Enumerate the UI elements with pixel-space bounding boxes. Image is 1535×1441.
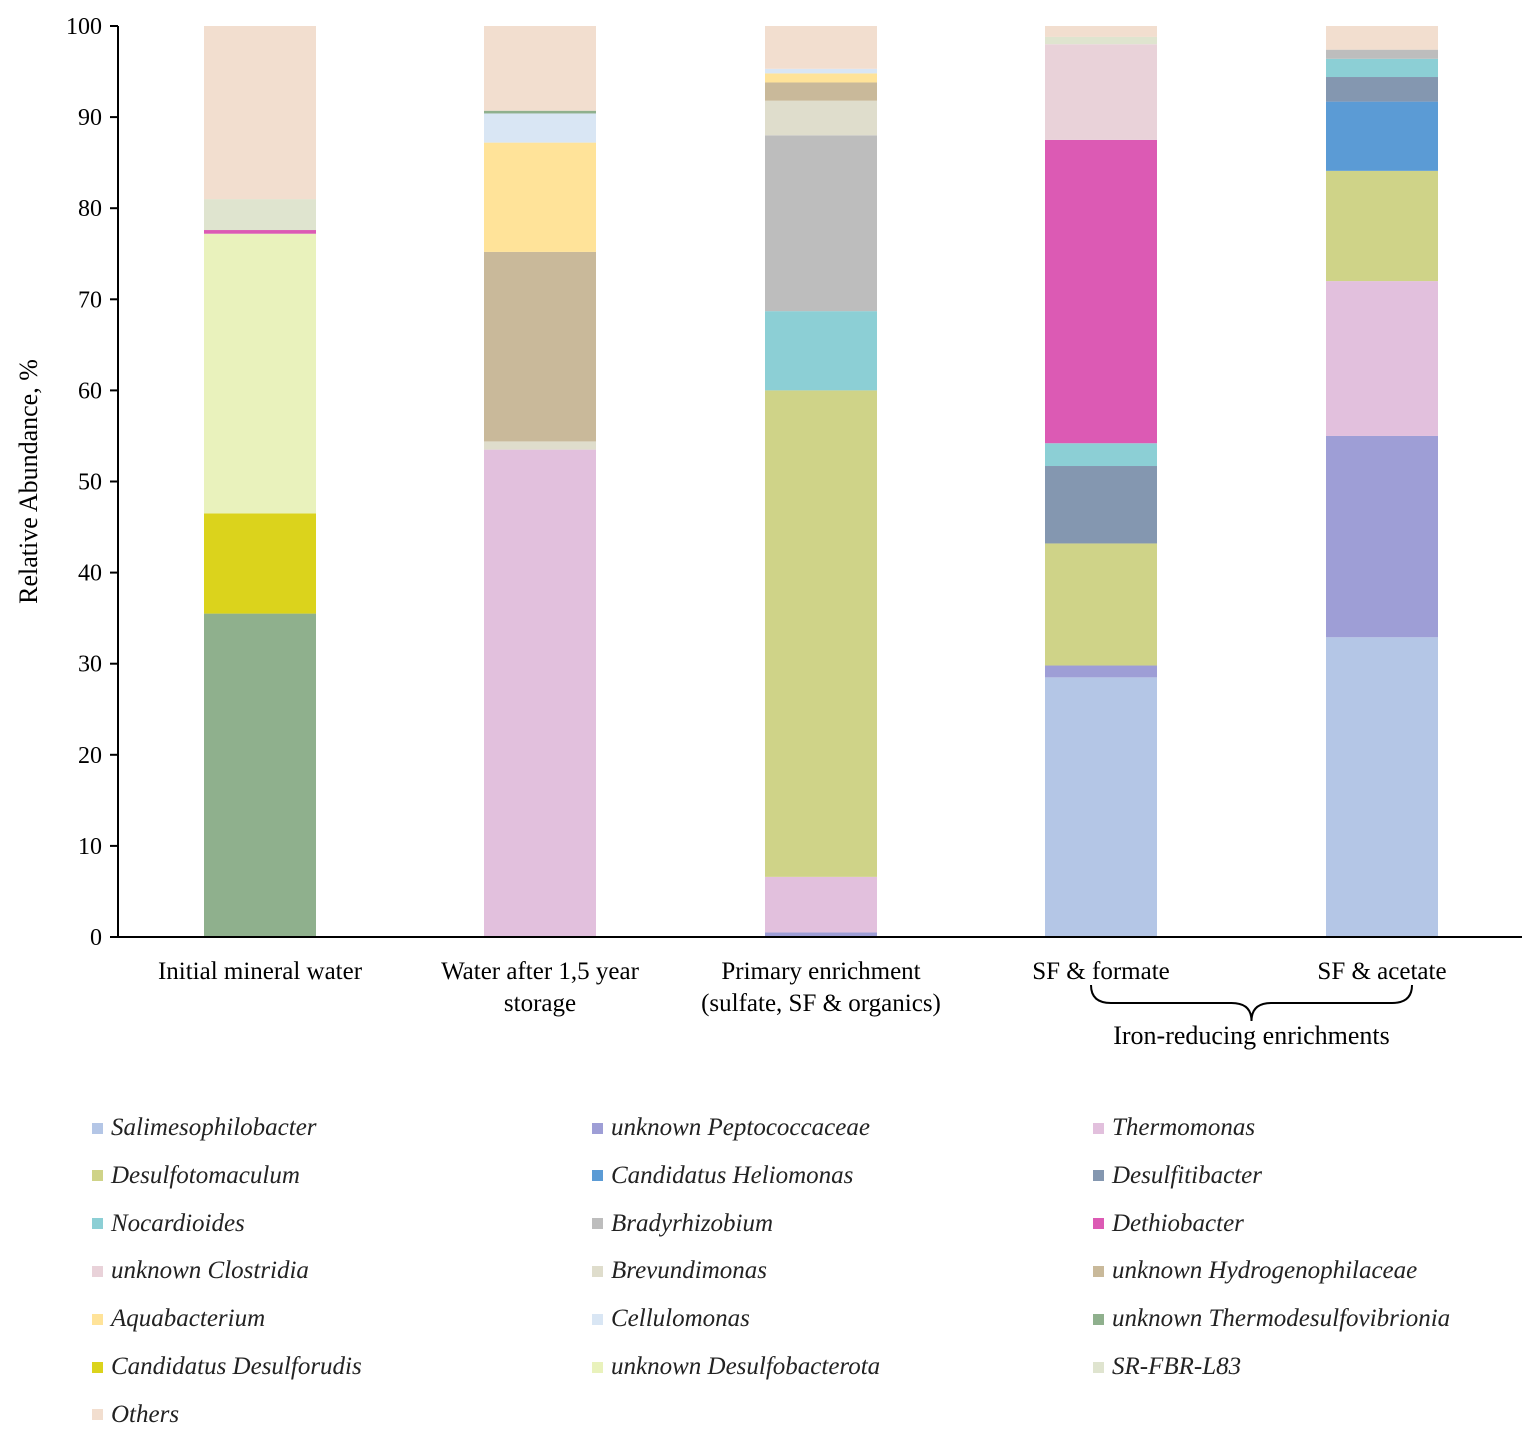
bar-segment-unknown-hydrogenophilaceae-2	[765, 82, 877, 101]
x-category-label: (sulfate, SF & organics)	[701, 990, 941, 1017]
y-tick-label: 90	[78, 105, 102, 131]
bar-segment-unknown-clostridia-3	[1045, 44, 1157, 140]
x-category-label: Initial mineral water	[158, 958, 363, 985]
bar-segment-unknown-thermodesulfovibrionia-0	[204, 613, 316, 937]
x-category-label: SF & acetate	[1317, 958, 1446, 985]
bar-segment-thermomonas-1	[484, 449, 596, 937]
group-bracket	[1090, 984, 1413, 1022]
bar-segment-unknown-peptococcaceae-4	[1326, 435, 1438, 638]
y-tick-label: 20	[78, 743, 102, 769]
y-tick-label: 50	[78, 470, 102, 496]
bar-segment-others-0	[204, 26, 316, 200]
bar-segment-desulfitibacter-4	[1326, 77, 1438, 102]
bar-segment-others-3	[1045, 26, 1157, 37]
bar-segment-candidatus-heliomonas-4	[1326, 101, 1438, 171]
bar-segment-unknown-thermodesulfovibrionia-1	[484, 110, 596, 114]
bar-segment-unknown-desulfobacterota-0	[204, 233, 316, 514]
x-category-label: Water after 1,5 year	[441, 958, 640, 985]
bar-segment-others-1	[484, 26, 596, 111]
bar-segment-aquabacterium-2	[765, 73, 877, 83]
y-tick-label: 80	[78, 196, 102, 222]
bar-segment-salimesophilobacter-3	[1045, 677, 1157, 937]
bar-segment-aquabacterium-1	[484, 142, 596, 252]
bar-segment-unknown-peptococcaceae-2	[765, 932, 877, 937]
bar-segment-others-4	[1326, 26, 1438, 50]
bar-segment-bradyrhizobium-4	[1326, 49, 1438, 59]
bar-segment-desulfotomaculum-2	[765, 390, 877, 877]
bar-segment-extra-0	[204, 230, 316, 234]
y-tick-label: 0	[90, 925, 102, 951]
bar-segment-desulfotomaculum-3	[1045, 543, 1157, 666]
y-tick-label: 30	[78, 652, 102, 678]
bar-segment-desulfotomaculum-4	[1326, 170, 1438, 282]
bar-segment-nocardioides-4	[1326, 58, 1438, 78]
labels-layer: 0 10 20 30 40 50 60 70 80 90 100 Relative Abundance…	[14, 14, 1447, 1050]
y-axis-title: Relative Abundance, %	[14, 359, 43, 604]
bar-segment-desulfitibacter-3	[1045, 466, 1157, 544]
bar-segment-thermomonas-4	[1326, 281, 1438, 436]
bar-segment-thermomonas-2	[765, 876, 877, 933]
bar-segment-sr-fbr-l83-3	[1045, 36, 1157, 45]
y-tick-label: 40	[78, 561, 102, 587]
bar-segment-sr-fbr-l83-0	[204, 199, 316, 234]
y-tick-label: 10	[78, 834, 102, 860]
bar-segment-others-2	[765, 26, 877, 69]
bar-segment-brevundimonas-1	[484, 441, 596, 450]
bar-segment-cellulomonas-1	[484, 113, 596, 143]
bar-segment-unknown-hydrogenophilaceae-1	[484, 251, 596, 442]
bar-segment-salimesophilobacter-4	[1326, 637, 1438, 937]
y-tick-label: 60	[78, 378, 102, 404]
bars-layer	[204, 26, 1438, 937]
bar-segment-unknown-peptococcaceae-3	[1045, 665, 1157, 678]
bar-segment-bradyrhizobium-2	[765, 135, 877, 312]
y-tick-label: 70	[78, 287, 102, 313]
bar-segment-candidatus-desulforudis-0	[204, 513, 316, 614]
y-tick-label: 100	[66, 14, 102, 40]
group-label: Iron-reducing enrichments	[1113, 1021, 1390, 1050]
bar-segment-dethiobacter-3	[1045, 139, 1157, 444]
bar-segment-cellulomonas-2	[765, 68, 877, 74]
bar-segment-nocardioides-3	[1045, 443, 1157, 467]
axes-layer	[110, 25, 1522, 938]
x-category-label: Primary enrichment	[721, 958, 920, 985]
x-category-label: storage	[504, 990, 576, 1017]
bar-segment-nocardioides-2	[765, 311, 877, 391]
bar-segment-brevundimonas-2	[765, 100, 877, 136]
x-category-label: SF & formate	[1032, 958, 1170, 985]
